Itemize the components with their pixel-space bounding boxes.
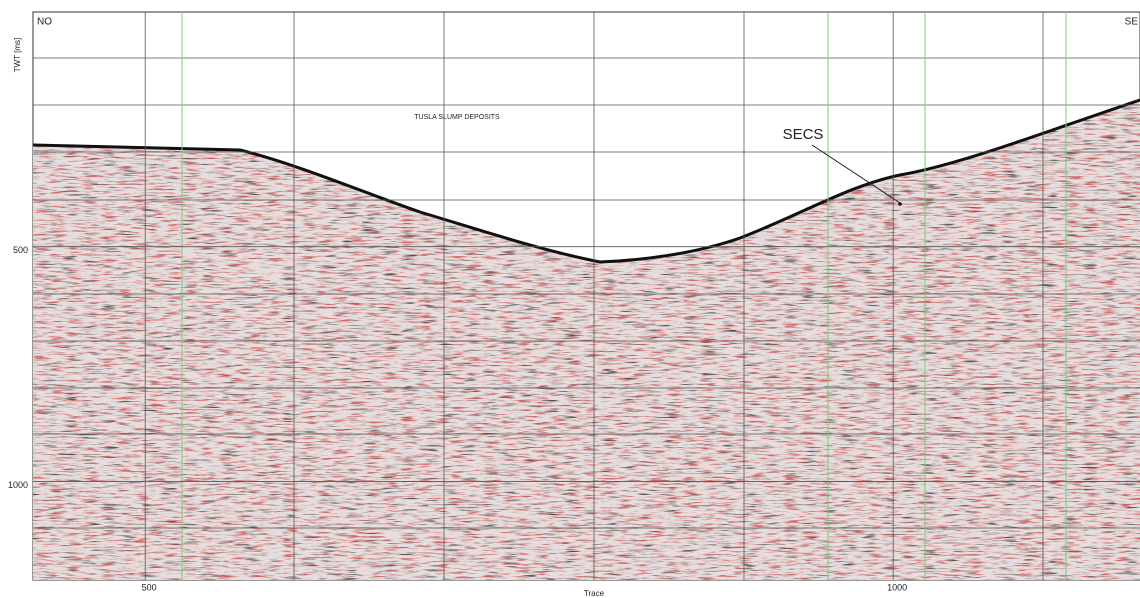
leader-line	[811, 144, 901, 204]
x-tick-label: 500	[142, 582, 157, 592]
deposits-label: TUSLA SLUMP DEPOSITS	[414, 114, 500, 121]
grid	[33, 12, 1140, 580]
left-label: NO	[37, 17, 52, 28]
right-label: SE	[1125, 17, 1139, 28]
x-tick-label: 1000	[887, 582, 907, 592]
leader-dot	[898, 202, 902, 206]
x-axis-label: Trace	[584, 589, 605, 598]
seafloor	[32, 98, 1140, 264]
y-tick-label: 1000	[8, 480, 28, 490]
surface-label: SECS	[783, 126, 824, 143]
y-axis-label: TWT [ms]	[13, 38, 22, 73]
y-tick-label: 500	[13, 245, 28, 255]
